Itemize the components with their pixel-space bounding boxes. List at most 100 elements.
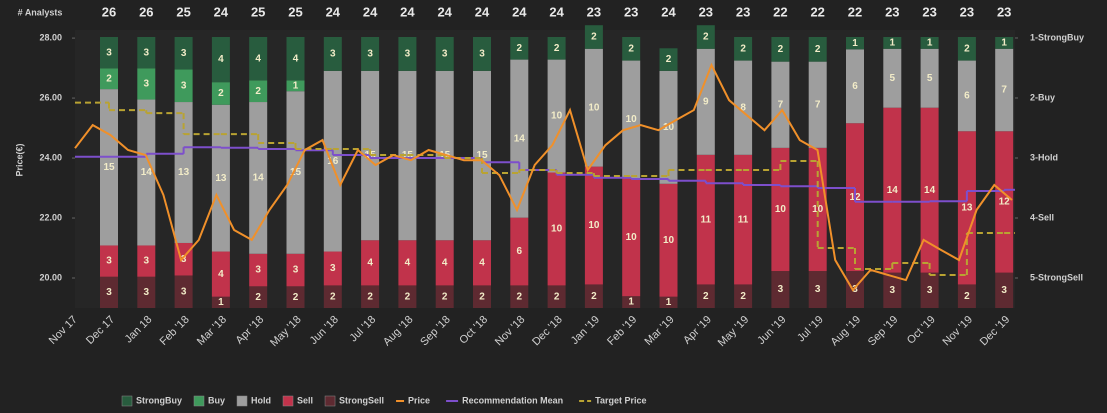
bar-segment [771,147,790,272]
y2-tick-label: 1-StrongBuy [1030,32,1084,42]
bar-segment [808,37,827,62]
data-label: 5 [890,73,896,84]
data-label: 3 [890,285,896,296]
legend-label: Hold [251,395,271,405]
bar-segment [249,253,268,287]
data-label: 2 [666,54,672,65]
legend-swatch [121,395,133,407]
data-label: 10 [551,224,563,235]
data-label: 10 [588,220,600,231]
x-tick-label: May '18 [268,314,303,349]
bar-segment [659,183,678,297]
data-label: 3 [181,286,187,297]
data-label: 3 [106,256,112,267]
data-label: 3 [927,285,933,296]
bar-segment [323,37,342,71]
x-tick-label: Nov '18 [493,314,528,349]
data-label: 3 [144,79,150,90]
data-label: 15 [290,167,302,178]
x-tick-label: Jan 18 [123,314,155,346]
data-label: 4 [405,257,411,268]
data-label: 2 [293,292,299,303]
bar-segment [137,276,156,308]
y2-tick-label: 4-Sell [1030,212,1054,222]
bar-segment [808,271,827,308]
total-label: 24 [400,4,415,19]
bar-segment [659,48,678,71]
bar-segment [137,245,156,277]
bar-segment [622,37,641,61]
bar-segment [100,68,118,90]
x-tick-label: Dec '18 [530,314,565,349]
bar-segment [137,68,156,100]
bar-segment [920,48,939,108]
data-label: 11 [701,214,712,225]
data-label: 4 [218,269,224,280]
total-label: 24 [549,4,564,19]
data-label: 2 [628,43,634,54]
y-tick-label: 26.00 [39,92,62,102]
x-tick-label: Dec 17 [84,314,117,347]
total-label: 23 [624,4,638,19]
data-label: 14 [141,167,153,178]
x-tick-label: Mar '18 [195,314,229,348]
data-label: 10 [663,122,675,133]
total-label: 23 [699,4,713,19]
data-label: 3 [815,284,821,295]
total-label: 25 [288,4,302,19]
total-label: 23 [736,4,750,19]
data-label: 2 [740,43,746,54]
total-label: 25 [251,4,265,19]
bar-segment [547,37,566,60]
data-label: 1 [666,297,672,308]
data-label: 4 [255,53,261,64]
bar-segment [883,48,902,108]
bar-segment [398,37,417,71]
bar-segment [510,37,529,60]
bar-segment [473,37,491,71]
data-label: 4 [479,257,485,268]
data-label: 2 [740,291,746,302]
data-label: 3 [144,47,150,58]
bar-segment [734,60,753,155]
bar-segment [100,37,118,69]
data-label: 14 [514,133,526,144]
data-label: 15 [103,162,115,173]
data-label: 4 [293,53,299,64]
x-tick-label: Oct '18 [457,314,490,347]
total-label: 24 [512,4,527,19]
data-label: 13 [215,173,227,184]
bar-segment [510,217,529,286]
bar-segment [361,240,380,286]
x-tick-label: Sep '19 [866,314,901,349]
data-label: 7 [778,99,784,110]
total-label: 25 [176,4,190,19]
data-label: 8 [740,102,746,113]
bar-segment [995,48,1014,132]
x-tick-label: Apr '18 [233,314,266,347]
price-line [74,62,1013,292]
data-label: 2 [591,291,597,302]
x-tick-label: Jun '19 [755,314,788,347]
bar-segment [584,284,603,308]
bar-segment [920,272,939,308]
data-label: 3 [479,49,485,60]
total-label: 23 [997,4,1011,19]
data-label: 4 [218,54,224,65]
bar-segment [211,251,230,297]
x-tick-label: Oct '19 [905,314,938,347]
legend-label: Target Price [595,395,646,405]
bar-segment [211,82,230,105]
bar-segment [995,272,1014,308]
legend-swatch [236,395,248,407]
data-label: 10 [626,232,638,243]
data-label: 2 [255,292,261,303]
data-label: 3 [442,49,448,60]
data-label: 14 [887,185,899,196]
y-tick-label: 20.00 [39,272,62,282]
total-label: 24 [363,4,378,19]
data-label: 3 [293,265,299,276]
bar-segment [957,284,976,308]
x-tick-label: Jul '18 [348,314,379,345]
bar-segment [696,48,715,155]
